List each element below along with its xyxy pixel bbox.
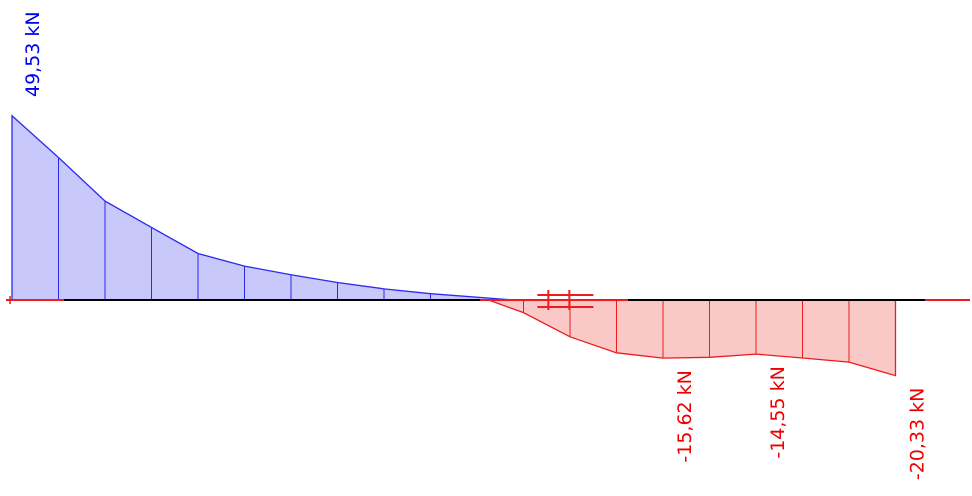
value-label: -15,62 kN (674, 370, 696, 463)
value-label: -20,33 kN (907, 388, 929, 481)
negative-shear-area (488, 300, 896, 376)
value-label: 49,53 kN (22, 11, 44, 97)
negative-shear-outline (488, 299, 897, 377)
positive-shear-area (12, 115, 515, 300)
hinge-joint-symbol (537, 290, 594, 310)
value-label: -14,55 kN (767, 366, 789, 459)
value-labels: 49,53 kN -15,62 kN -14,55 kN -20,33 kN (22, 11, 929, 480)
positive-shear-outline (11, 114, 515, 301)
